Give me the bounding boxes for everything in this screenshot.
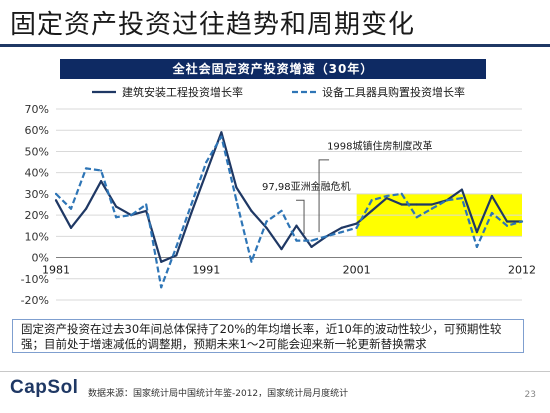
footer-rule xyxy=(0,371,550,372)
data-point xyxy=(54,192,58,195)
data-point xyxy=(400,192,403,195)
y-tick-label: 50% xyxy=(25,145,49,158)
data-point xyxy=(385,194,388,198)
data-point xyxy=(190,203,193,206)
data-point xyxy=(490,211,494,215)
y-tick-label: 30% xyxy=(25,188,49,201)
y-tick-label: 40% xyxy=(25,167,49,180)
data-point xyxy=(69,207,73,210)
data-point xyxy=(115,216,118,219)
crisis-annotation-leader xyxy=(296,199,305,235)
data-point xyxy=(250,260,253,263)
title-rule xyxy=(0,44,550,47)
data-point xyxy=(475,245,479,249)
data-point xyxy=(460,197,463,200)
y-tick-label: 20% xyxy=(25,209,49,222)
data-point xyxy=(220,131,223,134)
data-point xyxy=(99,180,103,183)
data-point xyxy=(310,245,313,249)
data-point xyxy=(265,226,268,229)
data-point xyxy=(415,203,418,206)
data-point xyxy=(205,160,208,164)
page-number: 23 xyxy=(524,390,536,400)
y-tick-label: 0% xyxy=(32,252,49,265)
data-point xyxy=(235,199,238,202)
legend: 建筑安装工程投资增长率 设备工具器具购置投资增长率 xyxy=(92,85,465,99)
y-tick-layer: -20% -10% 0% 10% 20% 30% 40% 50% 60% 70% xyxy=(21,103,49,307)
data-point xyxy=(99,169,103,172)
chart-banner: 全社会固定资产投资增速（30年） xyxy=(60,59,486,79)
data-point xyxy=(115,205,118,208)
x-tick-label: 2012 xyxy=(508,264,536,277)
housing-annotation: 1998城镇住房制度改革 xyxy=(327,139,432,152)
data-point xyxy=(475,230,479,234)
data-point xyxy=(430,203,433,206)
data-point xyxy=(430,207,433,210)
data-point xyxy=(280,247,283,251)
grid-layer xyxy=(56,108,522,301)
data-point xyxy=(415,216,418,219)
data-point xyxy=(190,211,193,215)
data-source: 数据来源：国家统计局中国统计年鉴-2012，国家统计局月度统计 xyxy=(88,389,349,399)
annotation-layer: 97,98亚洲金融危机 1998城镇住房制度改革 xyxy=(262,139,433,235)
legend-label-2: 设备工具器具购置投资增长率 xyxy=(322,85,465,99)
data-point xyxy=(145,203,148,206)
investment-growth-chart: -20% -10% 0% 10% 20% 30% 40% 50% 60% 70% 1981 1991… xyxy=(21,85,536,307)
y-tick-label: 60% xyxy=(25,124,49,137)
data-point xyxy=(160,286,163,289)
data-point xyxy=(355,226,358,229)
summary-text: 固定资产投资在过去30年间总体保持了20%的年均增长率，近10年的波动性较少，可… xyxy=(12,319,524,353)
data-point xyxy=(84,207,88,210)
data-point xyxy=(54,199,58,202)
housing-annotation-leader xyxy=(318,159,330,233)
x-tick-label: 2001 xyxy=(343,264,371,277)
data-point xyxy=(69,226,73,229)
data-point xyxy=(340,230,343,234)
data-point xyxy=(355,222,358,225)
data-point xyxy=(295,239,298,242)
data-point xyxy=(175,245,178,249)
data-point xyxy=(175,254,178,257)
data-point xyxy=(295,224,298,227)
legend-label-1: 建筑安装工程投资增长率 xyxy=(122,85,243,99)
series-layer xyxy=(54,131,524,289)
data-point xyxy=(490,194,494,198)
crisis-annotation: 97,98亚洲金融危机 xyxy=(262,180,351,193)
data-point xyxy=(505,224,509,227)
data-point xyxy=(520,220,524,223)
capsol-logo: CapSol xyxy=(10,377,79,398)
x-tick-label: 1981 xyxy=(42,264,70,277)
x-tick-layer: 1981 1991 2001 2012 xyxy=(42,264,536,277)
y-tick-label: 10% xyxy=(25,230,49,243)
data-point xyxy=(160,260,163,263)
data-point xyxy=(130,214,133,217)
data-point xyxy=(505,220,509,223)
data-point xyxy=(385,197,388,200)
y-tick-label: -20% xyxy=(21,294,49,307)
data-point xyxy=(340,226,343,229)
data-point xyxy=(310,239,313,242)
y-tick-label: 70% xyxy=(25,103,49,116)
data-point xyxy=(370,209,373,212)
data-point xyxy=(205,171,208,174)
data-point xyxy=(280,209,283,212)
series-line-2 xyxy=(55,135,523,289)
data-point xyxy=(265,220,268,223)
data-point xyxy=(400,203,403,206)
data-point xyxy=(220,135,223,138)
data-point xyxy=(250,209,253,212)
data-point xyxy=(235,186,238,189)
x-tick-label: 1991 xyxy=(192,264,220,277)
y-tick-label: -10% xyxy=(21,273,49,286)
data-point xyxy=(84,167,88,170)
data-point xyxy=(445,199,448,202)
data-point xyxy=(460,188,463,191)
data-point xyxy=(325,235,328,238)
data-point xyxy=(370,199,373,202)
page-title: 固定资产投资过往趋势和周期变化 xyxy=(10,10,416,40)
